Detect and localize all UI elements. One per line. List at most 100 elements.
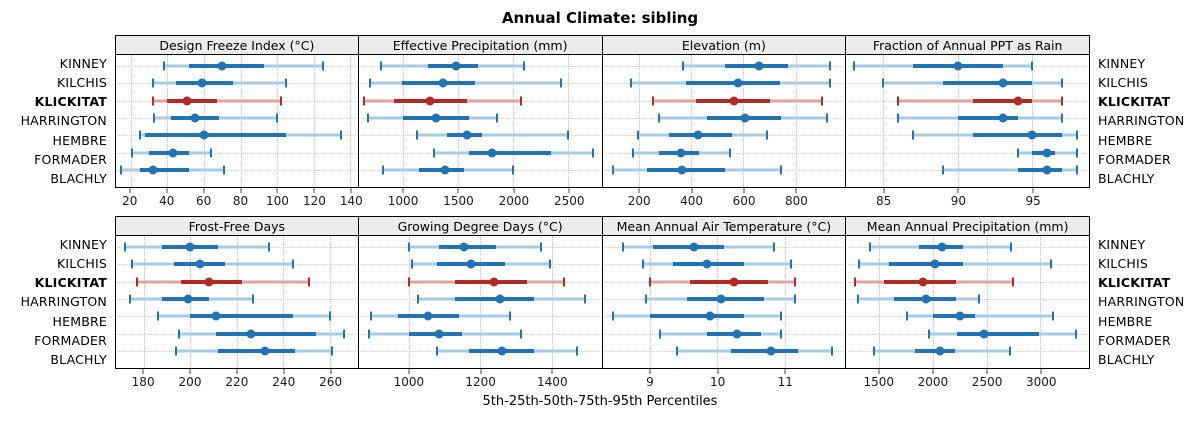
axis-tick	[283, 369, 285, 374]
site-series-row-harrington	[603, 109, 846, 126]
range-cap	[120, 165, 123, 175]
range-cap	[138, 130, 141, 140]
iqr-segment-25-75	[686, 296, 765, 301]
panel-band: KINNEY KILCHIS KLICKITAT HARRINGTON HEMBRE FO…	[0, 35, 1200, 209]
axis-tick-label: 100	[266, 194, 289, 208]
range-cap	[780, 329, 783, 339]
gridline	[784, 236, 786, 368]
panel-growing-degree-days-c: Growing Degree Days (°C) 1000 1200 1400	[357, 216, 603, 390]
range-cap	[128, 294, 131, 304]
gridline	[236, 236, 238, 368]
median-dot	[211, 311, 221, 321]
range-cap	[340, 130, 343, 140]
median-dot	[451, 61, 461, 71]
range-cap	[363, 96, 366, 106]
median-dot	[705, 311, 715, 321]
strip-title: Effective Precipitation (mm)	[358, 36, 602, 55]
range-cap	[407, 242, 410, 252]
panel-fraction-of-annual-ppt-as-rain: Fraction of Annual PPT as Rain 85 90 95	[845, 35, 1090, 209]
range-cap	[882, 78, 885, 88]
gridline	[986, 236, 988, 368]
plot-area	[602, 236, 846, 368]
gridline	[639, 55, 641, 187]
panel-mean-annual-air-temperature-c: Mean Annual Air Temperature (°C) 9 10 11	[601, 216, 847, 390]
median-dot	[979, 329, 989, 339]
range-cap	[1061, 96, 1064, 106]
range-cap	[124, 242, 127, 252]
site-series-row-kilchis	[359, 255, 602, 272]
site-series-row-formader	[603, 325, 846, 342]
panel-mean-annual-precipitation-mm: Mean Annual Precipitation (mm) 1500 2000 25…	[845, 216, 1090, 390]
gridline	[883, 55, 885, 187]
series-rows	[603, 238, 846, 360]
range-cap	[436, 346, 439, 356]
median-dot	[921, 294, 931, 304]
row-gridline	[118, 152, 356, 154]
range-cap	[151, 78, 154, 88]
panel-frame: Design Freeze Index (°C)	[115, 35, 359, 188]
median-dot	[168, 148, 178, 158]
plot-area	[116, 236, 358, 368]
median-dot	[935, 346, 945, 356]
site-label-kilchis: KILCHIS	[57, 75, 107, 91]
axis-tick	[878, 369, 880, 374]
range-cap	[379, 61, 382, 71]
axis-tick	[795, 188, 797, 193]
site-label-hembre: HEMBRE	[52, 132, 107, 148]
site-series-row-blachly	[846, 162, 1089, 179]
site-series-row-hembre	[846, 308, 1089, 325]
site-series-row-kilchis	[116, 255, 358, 272]
range-cap	[548, 259, 551, 269]
median-dot	[740, 113, 750, 123]
series-rows	[116, 238, 358, 360]
axis-tick	[350, 188, 352, 193]
strip-title: Frost-Free Days	[116, 217, 358, 236]
site-label-hembre: HEMBRE	[52, 313, 107, 329]
median-dot	[953, 61, 963, 71]
range-cap	[285, 78, 288, 88]
gridline	[551, 236, 553, 368]
axis-tick-label: 80	[232, 194, 249, 208]
iqr-segment-25-75	[455, 296, 534, 301]
range-cap	[780, 165, 783, 175]
median-dot	[489, 277, 499, 287]
iqr-segment-25-75	[469, 150, 551, 155]
percentile-range-5-95	[417, 133, 569, 137]
range-cap	[370, 311, 373, 321]
site-series-row-formader	[359, 144, 602, 161]
site-series-row-kinney	[846, 57, 1089, 74]
axis-tick-label: 600	[732, 194, 756, 208]
panels-row: Design Freeze Index (°C) 20 40 60 80 100 120 14…	[115, 35, 1090, 209]
range-cap	[825, 113, 828, 123]
gridline	[203, 55, 205, 187]
median-dot	[716, 294, 725, 304]
axis-tick-label: 240	[272, 375, 296, 389]
range-cap	[852, 61, 855, 71]
axis-tick-label: 1200	[465, 375, 496, 389]
range-cap	[790, 259, 793, 269]
range-cap	[942, 165, 945, 175]
site-series-row-formader	[116, 144, 358, 161]
range-cap	[1075, 329, 1078, 339]
site-label-kilchis: KILCHIS	[1098, 75, 1148, 91]
range-cap	[611, 311, 614, 321]
site-labels-right: KINNEY KILCHIS KLICKITAT HARRINGTON HEMBRE FO…	[1090, 216, 1200, 390]
median-dot	[497, 346, 507, 356]
iqr-segment-25-75	[215, 331, 316, 336]
axis-tick	[784, 369, 786, 374]
median-dot	[930, 259, 940, 269]
gridline	[480, 236, 482, 368]
median-dot	[195, 259, 205, 269]
axis-tick-label: 220	[225, 375, 249, 389]
panel-frame: Elevation (m)	[601, 35, 847, 188]
range-cap	[868, 242, 871, 252]
median-dot	[998, 113, 1008, 123]
axis-tick	[1032, 188, 1034, 193]
panel-frame: Fraction of Annual PPT as Rain	[845, 35, 1090, 188]
range-cap	[520, 329, 523, 339]
range-cap	[512, 165, 515, 175]
median-dot	[185, 242, 195, 252]
site-series-row-hembre	[603, 127, 846, 144]
panel-frame: Mean Annual Precipitation (mm)	[845, 216, 1090, 369]
median-dot	[754, 61, 764, 71]
